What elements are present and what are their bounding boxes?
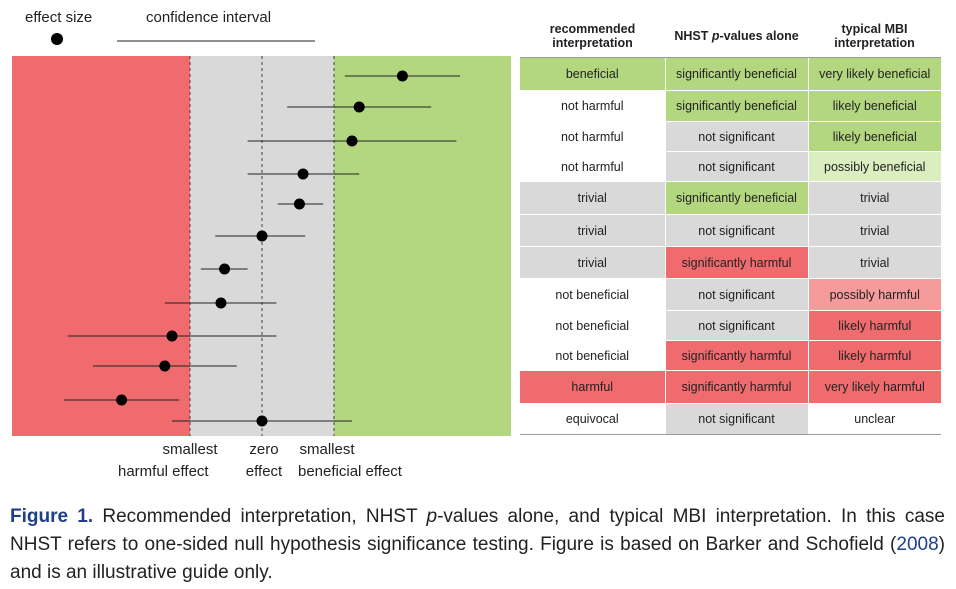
caption-text-3: ) and is an illustrative guide only. <box>10 534 945 583</box>
header-mbi: typical MBI interpretation <box>808 15 941 58</box>
table-row: not beneficial not significant likely harm… <box>520 310 941 341</box>
caption-p: p <box>426 506 438 527</box>
caption-text-2: -values alone, and typical MBI interpret… <box>10 506 945 555</box>
nhst-cell: not significant <box>664 214 808 247</box>
smallest-beneficial-label-2: beneficial effect <box>298 463 402 480</box>
zero-effect-label-1: zero <box>249 441 279 458</box>
mbi-cell: very likely beneficial <box>807 57 941 91</box>
nhst-cell: significantly harmful <box>664 340 808 371</box>
table-row: equivocal not significant unclear <box>520 403 941 435</box>
header-nhst-suffix: -values alone <box>719 29 799 43</box>
recommended-cell: harmful <box>520 370 665 404</box>
zero-effect-label-2: effect <box>245 463 283 480</box>
interpretation-table: recommended interpretation NHST p-values… <box>520 15 941 435</box>
mbi-cell: unclear <box>807 403 941 435</box>
effect-size-point <box>166 330 178 342</box>
table-row: trivial significantly beneficial trivial <box>520 181 941 215</box>
recommended-cell: not harmful <box>520 90 665 122</box>
effect-size-point <box>116 394 128 406</box>
effect-size-point <box>396 70 408 82</box>
nhst-cell: not significant <box>664 151 808 182</box>
table-row: trivial significantly harmful trivial <box>520 246 941 279</box>
recommended-cell: not beneficial <box>520 340 665 371</box>
smallest-harmful-label-2: harmful effect <box>118 463 209 480</box>
table-row: not beneficial significantly harmful likel… <box>520 340 941 371</box>
nhst-cell: significantly harmful <box>664 370 808 404</box>
table-row: harmful significantly harmful very likely … <box>520 370 941 404</box>
nhst-cell: significantly beneficial <box>664 181 808 215</box>
recommended-cell: trivial <box>520 214 665 247</box>
trivial-zone <box>190 56 334 436</box>
recommended-cell: trivial <box>520 246 665 279</box>
effect-size-point <box>256 415 268 427</box>
smallest-harmful-label-1: smallest <box>162 441 218 458</box>
effect-size-point <box>353 101 365 113</box>
smallest-beneficial-label-1: smallest <box>299 441 355 458</box>
mbi-cell: very likely harmful <box>807 370 941 404</box>
recommended-cell: not beneficial <box>520 278 665 311</box>
mbi-cell: likely beneficial <box>807 121 941 152</box>
recommended-cell: trivial <box>520 181 665 215</box>
table-row: beneficial significantly beneficial very l… <box>520 57 941 91</box>
recommended-cell: beneficial <box>520 57 665 91</box>
mbi-cell: trivial <box>807 214 941 247</box>
header-nhst-p: p <box>711 29 720 43</box>
effect-size-point <box>256 230 268 242</box>
table-header-row: recommended interpretation NHST p-values… <box>520 15 941 58</box>
recommended-cell: equivocal <box>520 403 665 435</box>
table-row: not beneficial not significant possibly ha… <box>520 278 941 311</box>
effect-size-point <box>215 297 227 309</box>
caption-text-1: Recommended interpretation, NHST <box>93 506 427 527</box>
header-nhst-prefix: NHST <box>674 29 712 43</box>
table-row: trivial not significant trivial <box>520 214 941 247</box>
legend-effect-size-label: effect size <box>25 9 93 26</box>
recommended-cell: not harmful <box>520 121 665 152</box>
figure-caption: Figure 1. Recommended interpretation, NH… <box>10 503 945 587</box>
nhst-cell: significantly beneficial <box>664 90 808 122</box>
header-nhst: NHST p-values alone <box>665 15 808 58</box>
figure: effect size confidence interval smallest… <box>12 9 941 480</box>
effect-size-point <box>293 198 305 210</box>
forest-plot <box>12 33 511 436</box>
caption-label: Figure 1. <box>10 506 94 527</box>
mbi-cell: trivial <box>807 246 941 279</box>
mbi-cell: likely harmful <box>807 310 941 341</box>
table-row: not harmful not significant possibly benef… <box>520 151 941 182</box>
effect-size-point <box>219 263 231 275</box>
mbi-cell: possibly beneficial <box>807 151 941 182</box>
mbi-cell: possibly harmful <box>807 278 941 311</box>
mbi-cell: likely beneficial <box>807 90 941 122</box>
table-row: not harmful not significant likely benefic… <box>520 121 941 152</box>
mbi-cell: likely harmful <box>807 340 941 371</box>
effect-size-point <box>297 168 309 180</box>
table-row: not harmful significantly beneficial likel… <box>520 90 941 122</box>
recommended-cell: not harmful <box>520 151 665 182</box>
nhst-cell: not significant <box>664 121 808 152</box>
effect-estimates <box>64 70 460 427</box>
nhst-cell: significantly beneficial <box>664 57 808 91</box>
effect-size-point <box>346 135 358 147</box>
caption-reference-link[interactable]: 2008 <box>896 534 939 555</box>
mbi-cell: trivial <box>807 181 941 215</box>
harmful-zone <box>12 56 190 436</box>
header-recommended: recommended interpretation <box>520 15 665 58</box>
recommended-cell: not beneficial <box>520 310 665 341</box>
nhst-cell: not significant <box>664 278 808 311</box>
beneficial-zone <box>334 56 511 436</box>
nhst-cell: not significant <box>664 310 808 341</box>
table-body: beneficial significantly beneficial very l… <box>520 57 941 435</box>
legend-effect-size-dot <box>51 33 63 45</box>
legend-confidence-interval-label: confidence interval <box>146 9 272 26</box>
nhst-cell: significantly harmful <box>664 246 808 279</box>
effect-size-point <box>159 360 171 372</box>
nhst-cell: not significant <box>664 403 808 435</box>
